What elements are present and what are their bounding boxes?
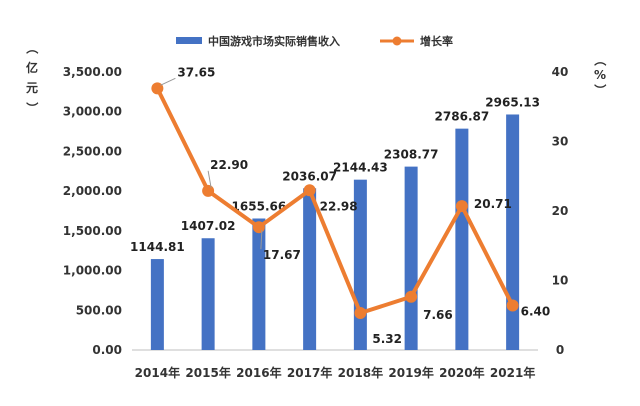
bar-value-label: 1407.02 — [181, 219, 236, 233]
y-left-tick-label: 3,500.00 — [63, 65, 122, 79]
x-tick-label: 2020年 — [439, 365, 484, 380]
line-label-leader — [207, 170, 212, 188]
bar-value-label: 2965.13 — [485, 95, 540, 109]
y-left-tick-label: 2,000.00 — [63, 184, 122, 198]
x-tick-label: 2014年 — [135, 365, 180, 380]
y-right-axis-title-char: （ — [593, 54, 608, 66]
bars — [150, 114, 520, 350]
y-right-axis-title: （% ） — [593, 54, 608, 96]
y-right-tick-label: 10 — [552, 274, 569, 288]
x-tick-label: 2016年 — [236, 365, 281, 380]
line-marker — [455, 200, 468, 213]
y-left-axis-title: （ 亿元 ） — [25, 42, 40, 114]
line-value-label: 17.67 — [263, 248, 301, 262]
y-left-tick-label: 1,000.00 — [63, 264, 122, 278]
bar-value-label: 1144.81 — [130, 240, 185, 254]
y-left-tick-label: 2,500.00 — [63, 144, 122, 158]
line-value-label: 37.65 — [177, 65, 215, 79]
line-value-label: 6.40 — [521, 305, 551, 319]
y-left-axis-title-char: （ — [25, 42, 40, 54]
y-left-ticks: 0.00 500.00 1,000.00 1,500.00 2,000.00 2,500.… — [63, 65, 122, 357]
line-value-label: 22.98 — [320, 199, 358, 213]
y-right-tick-label: 30 — [552, 135, 569, 149]
y-left-tick-label: 3,000.00 — [63, 105, 122, 119]
bar-value-label: 2308.77 — [384, 148, 439, 162]
legend-label-line: 增长率 — [420, 34, 453, 48]
bar-labels: 1144.81 1407.02 1655.66 2036.072144.432308.… — [130, 95, 540, 254]
y-right-ticks: 0 10 20 30 40 — [552, 65, 569, 357]
y-right-axis-title-char: % — [594, 68, 606, 82]
y-left-tick-label: 500.00 — [76, 303, 122, 317]
legend-label-bar: 中国游戏市场实际销售收入 — [208, 34, 340, 48]
line-label-leader — [160, 77, 176, 86]
y-left-axis-title-char: 亿 — [26, 60, 38, 75]
x-tick-label: 2017年 — [287, 365, 332, 380]
y-right-axis-title-char: ） — [593, 84, 608, 96]
bar — [506, 114, 520, 350]
legend-swatch-marker — [392, 36, 402, 46]
bar — [201, 238, 215, 350]
bar-value-label: 2786.87 — [435, 110, 490, 124]
bar — [303, 188, 317, 350]
y-left-axis-title-char: ） — [25, 102, 40, 114]
growth-line — [155, 87, 515, 316]
legend: 中国游戏市场实际销售收入 增长率 — [176, 34, 453, 48]
line-marker — [151, 82, 164, 95]
x-tick-label: 2015年 — [185, 365, 230, 380]
line-marker — [506, 299, 519, 312]
bar-value-label: 2036.07 — [282, 169, 337, 183]
bar — [404, 166, 418, 350]
bar — [455, 128, 469, 350]
y-right-tick-label: 0 — [556, 343, 564, 357]
bar-value-label: 1655.66 — [232, 199, 287, 213]
y-left-axis-title-char: 元 — [26, 81, 38, 95]
x-tick-label: 2021年 — [490, 365, 535, 380]
legend-swatch-bar — [176, 37, 202, 44]
line-value-label: 22.90 — [210, 158, 248, 172]
bar — [150, 259, 164, 350]
line-marker — [202, 184, 215, 197]
bar-value-label: 2144.43 — [333, 161, 388, 175]
y-left-tick-label: 1,500.00 — [63, 224, 122, 238]
x-tick-label: 2019年 — [388, 365, 433, 380]
line-marker — [405, 290, 418, 303]
x-ticks: 2014年 2015年 2016年 2017年 2018年 2019年 2020年 2021年 — [135, 365, 536, 380]
line-value-label: 20.71 — [474, 197, 512, 211]
y-left-tick-label: 0.00 — [92, 343, 122, 357]
line-marker — [303, 184, 316, 197]
x-tick-label: 2018年 — [338, 365, 383, 380]
bar — [252, 218, 266, 350]
y-right-tick-label: 40 — [552, 65, 569, 79]
line-value-label: 5.32 — [372, 332, 402, 346]
line-marker — [252, 221, 265, 234]
growth-line-group: 37.65 22.90 17.67 22.98 5.32 7.66 20.71 6.40 — [151, 65, 550, 346]
line-marker — [354, 307, 367, 320]
y-right-tick-label: 20 — [552, 204, 569, 218]
line-value-label: 7.66 — [423, 308, 453, 322]
line-label-leader — [260, 230, 263, 250]
